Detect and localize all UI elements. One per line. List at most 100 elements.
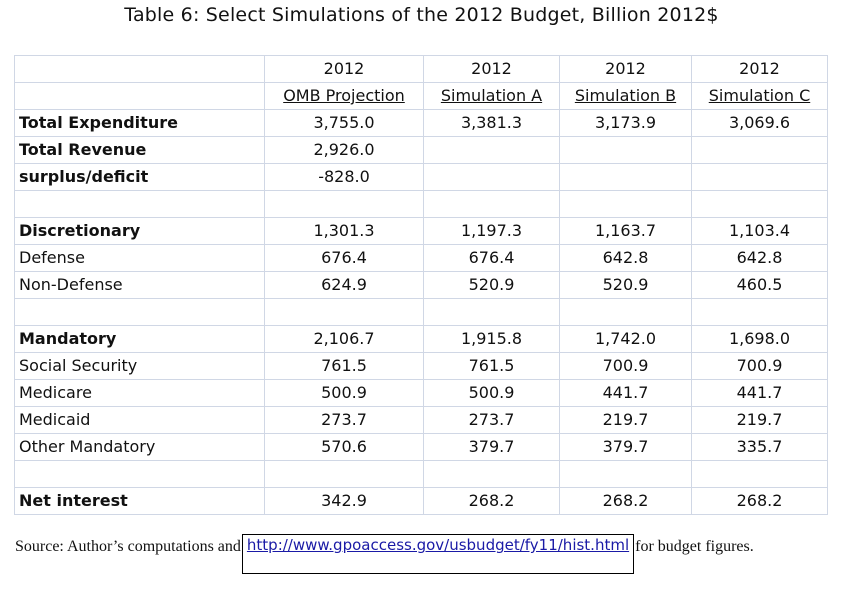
cell-sim-c: 460.5 [691, 271, 828, 299]
table-row-medicare: Medicare 500.9 500.9 441.7 441.7 [14, 379, 828, 407]
cell-omb: 273.7 [264, 406, 424, 434]
cell-sim-b [559, 163, 692, 191]
header-year-sim-b: 2012 [559, 55, 692, 83]
cell-omb: 761.5 [264, 352, 424, 380]
cell-sim-b: 700.9 [559, 352, 692, 380]
row-label: Defense [14, 244, 265, 272]
cell-sim-b [559, 136, 692, 164]
cell-sim-b: 642.8 [559, 244, 692, 272]
cell-sim-a: 520.9 [423, 271, 560, 299]
cell-sim-a: 761.5 [423, 352, 560, 380]
cell-sim-b: 219.7 [559, 406, 692, 434]
source-prefix: Source: Author’s computations and [15, 538, 241, 555]
cell-omb: -828.0 [264, 163, 424, 191]
cell-sim-b: 441.7 [559, 379, 692, 407]
blank-cell [14, 190, 265, 218]
header-name-sim-b: Simulation B [559, 82, 692, 110]
cell-omb: 570.6 [264, 433, 424, 461]
blank-cell [691, 460, 828, 488]
blank-cell [264, 190, 424, 218]
table-row-discretionary: Discretionary 1,301.3 1,197.3 1,163.7 1,… [14, 217, 828, 245]
header-name-sim-a: Simulation A [423, 82, 560, 110]
table-title: Table 6: Select Simulations of the 2012 … [124, 4, 719, 26]
blank-cell [559, 298, 692, 326]
table-row-surplus-deficit: surplus/deficit -828.0 [14, 163, 828, 191]
row-label: Other Mandatory [14, 433, 265, 461]
cell-sim-a: 273.7 [423, 406, 560, 434]
table-row-total-expenditure: Total Expenditure 3,755.0 3,381.3 3,173.… [14, 109, 828, 137]
source-link[interactable]: http://www.gpoaccess.gov/usbudget/fy11/h… [246, 536, 630, 554]
table-row-defense: Defense 676.4 676.4 642.8 642.8 [14, 244, 828, 272]
table-row-blank [14, 190, 828, 218]
blank-cell [559, 460, 692, 488]
cell-omb: 3,755.0 [264, 109, 424, 137]
cell-omb: 2,926.0 [264, 136, 424, 164]
header-row-years: 2012 2012 2012 2012 [14, 55, 828, 83]
cell-sim-c: 219.7 [691, 406, 828, 434]
blank-cell [691, 190, 828, 218]
table-row-mandatory: Mandatory 2,106.7 1,915.8 1,742.0 1,698.… [14, 325, 828, 353]
row-label: Net interest [14, 487, 265, 515]
row-label: Medicaid [14, 406, 265, 434]
header-blank-cell [14, 55, 265, 83]
table-row-medicaid: Medicaid 273.7 273.7 219.7 219.7 [14, 406, 828, 434]
blank-cell [14, 460, 265, 488]
table-row-social-security: Social Security 761.5 761.5 700.9 700.9 [14, 352, 828, 380]
cell-sim-b: 268.2 [559, 487, 692, 515]
header-name-omb: OMB Projection [264, 82, 424, 110]
header-year-sim-c: 2012 [691, 55, 828, 83]
cell-omb: 2,106.7 [264, 325, 424, 353]
table-row-other-mandatory: Other Mandatory 570.6 379.7 379.7 335.7 [14, 433, 828, 461]
header-row-names: OMB Projection Simulation A Simulation B… [14, 82, 828, 110]
row-label: Medicare [14, 379, 265, 407]
row-label: Social Security [14, 352, 265, 380]
cell-sim-a: 1,197.3 [423, 217, 560, 245]
blank-cell [423, 190, 560, 218]
link-box: http://www.gpoaccess.gov/usbudget/fy11/h… [241, 534, 635, 574]
cell-omb: 676.4 [264, 244, 424, 272]
cell-omb: 500.9 [264, 379, 424, 407]
table-row-total-revenue: Total Revenue 2,926.0 [14, 136, 828, 164]
cell-sim-b: 1,163.7 [559, 217, 692, 245]
row-label: Total Revenue [14, 136, 265, 164]
table-row-net-interest: Net interest 342.9 268.2 268.2 268.2 [14, 487, 828, 515]
row-label: Total Expenditure [14, 109, 265, 137]
cell-sim-c: 335.7 [691, 433, 828, 461]
header-blank-cell [14, 82, 265, 110]
cell-sim-a: 268.2 [423, 487, 560, 515]
row-label: Mandatory [14, 325, 265, 353]
header-year-omb: 2012 [264, 55, 424, 83]
blank-cell [423, 298, 560, 326]
cell-sim-c: 700.9 [691, 352, 828, 380]
cell-sim-a: 676.4 [423, 244, 560, 272]
cell-sim-c: 3,069.6 [691, 109, 828, 137]
blank-cell [559, 190, 692, 218]
budget-table: 2012 2012 2012 2012 OMB Projection Simul… [14, 55, 828, 515]
source-suffix: for budget figures. [635, 538, 754, 555]
row-label: Discretionary [14, 217, 265, 245]
cell-sim-c: 268.2 [691, 487, 828, 515]
source-note: Source: Author’s computations and http://… [15, 534, 754, 574]
cell-sim-a: 379.7 [423, 433, 560, 461]
cell-sim-c: 642.8 [691, 244, 828, 272]
cell-omb: 1,301.3 [264, 217, 424, 245]
cell-sim-a [423, 163, 560, 191]
blank-cell [264, 298, 424, 326]
table-row-blank [14, 298, 828, 326]
blank-cell [691, 298, 828, 326]
cell-sim-c: 441.7 [691, 379, 828, 407]
row-label: surplus/deficit [14, 163, 265, 191]
cell-sim-c: 1,698.0 [691, 325, 828, 353]
table-row-blank [14, 460, 828, 488]
cell-sim-a: 500.9 [423, 379, 560, 407]
cell-sim-b: 520.9 [559, 271, 692, 299]
cell-sim-a: 1,915.8 [423, 325, 560, 353]
cell-sim-c: 1,103.4 [691, 217, 828, 245]
cell-sim-c [691, 163, 828, 191]
cell-sim-b: 3,173.9 [559, 109, 692, 137]
cell-sim-b: 379.7 [559, 433, 692, 461]
cell-sim-a: 3,381.3 [423, 109, 560, 137]
blank-cell [14, 298, 265, 326]
header-year-sim-a: 2012 [423, 55, 560, 83]
blank-cell [423, 460, 560, 488]
